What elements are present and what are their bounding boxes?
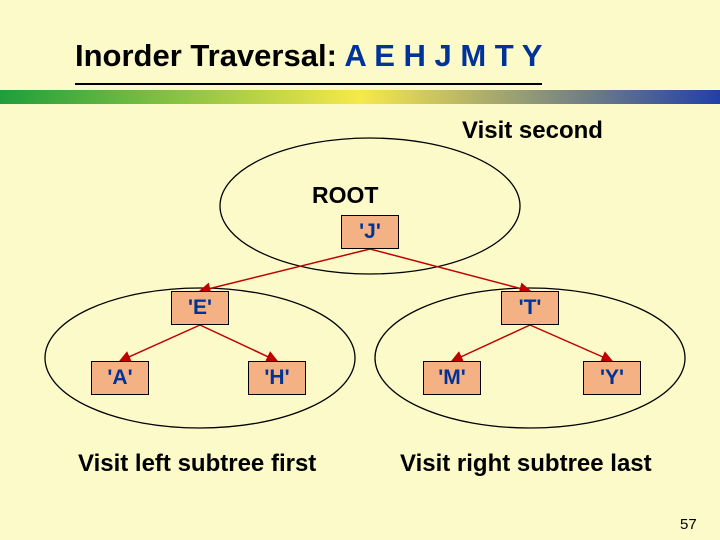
tree-node-m: 'M' <box>423 361 481 395</box>
root-label: ROOT <box>312 182 378 209</box>
tree-node-e: 'E' <box>171 291 229 325</box>
slide: Inorder Traversal: A E H J M T Y Visit s… <box>0 0 720 540</box>
title-sequence: A E H J M T Y <box>344 38 542 73</box>
tree-node-y: 'Y' <box>583 361 641 395</box>
tree-node-a: 'A' <box>91 361 149 395</box>
visit-left-label: Visit left subtree first <box>78 450 316 478</box>
title-gradient-bar <box>0 90 720 104</box>
tree-node-h: 'H' <box>248 361 306 395</box>
slide-title: Inorder Traversal: A E H J M T Y <box>75 38 542 85</box>
tree-node-j: 'J' <box>341 215 399 249</box>
visit-second-label: Visit second <box>462 117 603 145</box>
page-number: 57 <box>680 516 697 533</box>
title-prefix: Inorder Traversal: <box>75 38 344 73</box>
tree-node-t: 'T' <box>501 291 559 325</box>
visit-right-label: Visit right subtree last <box>400 450 652 478</box>
